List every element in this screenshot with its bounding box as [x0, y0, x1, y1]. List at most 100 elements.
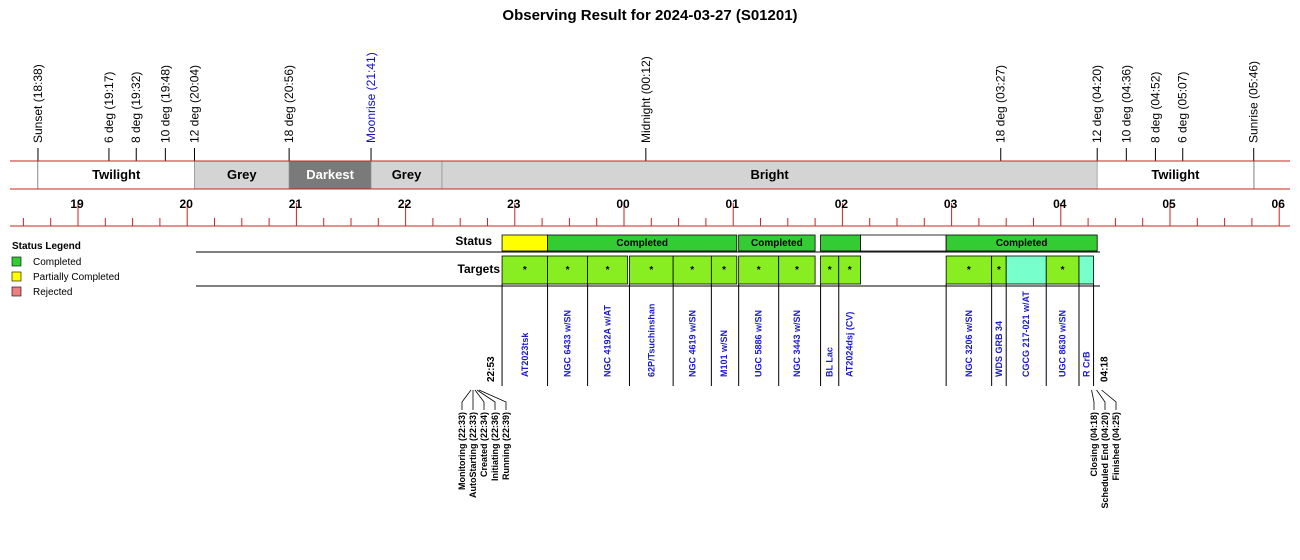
- target-name-ugc-8630-w-sn: UGC 8630 w/SN: [1058, 310, 1068, 377]
- target-mark-5: *: [722, 265, 726, 276]
- chart-title: Observing Result for 2024-03-27 (S01201): [502, 7, 797, 24]
- legend-title: Status Legend: [12, 241, 81, 252]
- hour-label-21: 21: [289, 197, 303, 211]
- end-time-label: 04:18: [1100, 356, 1111, 382]
- event-label-10-deg-04-36: 10 deg (04:36): [1119, 65, 1133, 143]
- event-label-18-deg-20-56: 18 deg (20:56): [282, 65, 296, 143]
- status-segment-label-2: Completed: [751, 238, 803, 249]
- legend-label-rejected: Rejected: [33, 287, 72, 298]
- target-name-ngc-3206-w-sn: NGC 3206 w/SN: [964, 310, 974, 377]
- target-block-62p-tsuchinshan: [629, 255, 674, 285]
- target-name-bl-lac: BL Lac: [825, 347, 835, 377]
- status-segment-2: [738, 234, 816, 252]
- status-segment-0: [501, 234, 548, 252]
- target-name-ngc-3443-w-sn: NGC 3443 w/SN: [792, 310, 802, 377]
- band-bright-4: [441, 160, 1098, 190]
- end-step-connector-2: [1101, 389, 1117, 410]
- target-mark-10: *: [967, 265, 971, 276]
- event-label-sunset-18-38: Sunset (18:38): [31, 64, 45, 143]
- target-mark-0: *: [523, 265, 527, 276]
- start-step-created-22-34: Created (22:34): [479, 412, 489, 477]
- target-mark-7: *: [795, 265, 799, 276]
- hour-label-03: 03: [944, 197, 958, 211]
- target-block-ngc-3206-w-sn: [945, 255, 993, 285]
- status-segment-5: [945, 234, 1098, 252]
- target-mark-9: *: [848, 265, 852, 276]
- target-block-ngc-3443-w-sn: [778, 255, 816, 285]
- hour-label-00: 00: [616, 197, 630, 211]
- hour-label-06: 06: [1272, 197, 1286, 211]
- target-block-at2024dsj-cv: [838, 255, 862, 285]
- start-step-monitoring-22-33: Monitoring (22:33): [457, 412, 467, 490]
- band-grey-3: [370, 160, 443, 190]
- sky-bands: Twilight Grey Darkest Grey Bright Twilight: [10, 160, 1290, 190]
- target-name-at2023tsk: AT2023tsk: [520, 332, 530, 377]
- event-label-6-deg-05-07: 6 deg (05:07): [1176, 72, 1190, 143]
- legend-label-partially-completed: Partially Completed: [33, 272, 120, 283]
- band-label-grey-1: Grey: [227, 167, 257, 182]
- legend-swatch-rejected: [11, 286, 22, 297]
- target-mark-6: *: [757, 265, 761, 276]
- band-label-grey-3: Grey: [392, 167, 422, 182]
- legend-swatch-completed: [11, 256, 22, 267]
- target-block-ngc-4192a-w-at: [587, 255, 629, 285]
- target-block-m101-w-sn: [710, 255, 738, 285]
- end-step-closing-04-18: Closing (04:18): [1089, 412, 1099, 477]
- target-block-ngc-4619-w-sn: [672, 255, 712, 285]
- status-segment-4: [860, 234, 947, 252]
- target-mark-11: *: [997, 265, 1001, 276]
- time-axis: 19 20 21 22 23 00 01 02 03 04 05 06: [10, 197, 1290, 227]
- end-step-connector-0: [1091, 389, 1095, 410]
- event-label-moonrise-21-41: Moonrise (21:41): [364, 52, 378, 143]
- target-name-r-crb: R CrB: [1081, 351, 1091, 377]
- target-name-ugc-5886-w-sn: UGC 5886 w/SN: [754, 310, 764, 377]
- start-step-running-22-39: Running (22:39): [501, 412, 511, 480]
- band-label-twilight-0: Twilight: [92, 167, 141, 182]
- status-segment-1: [547, 234, 738, 252]
- band-twilight-5: [1096, 160, 1255, 190]
- event-label-8-deg-19-32: 8 deg (19:32): [129, 72, 143, 143]
- status-segment-label-5: Completed: [996, 238, 1048, 249]
- target-mark-13: *: [1061, 265, 1065, 276]
- hour-label-01: 01: [726, 197, 740, 211]
- legend-label-completed: Completed: [33, 257, 81, 268]
- hour-label-20: 20: [180, 197, 194, 211]
- event-label-6-deg-19-17: 6 deg (19:17): [102, 72, 116, 143]
- target-block-ngc-6433-w-sn: [547, 255, 588, 285]
- hour-label-22: 22: [398, 197, 412, 211]
- start-step-autostarting-22-33: AutoStarting (22:33): [468, 412, 478, 498]
- event-label-12-deg-20-04: 12 deg (20:04): [187, 65, 201, 143]
- target-name-at2024dsj-cv: AT2024dsj (CV): [845, 312, 855, 377]
- target-mark-8: *: [828, 265, 832, 276]
- event-label-8-deg-04-52: 8 deg (04:52): [1148, 72, 1162, 143]
- target-block-at2023tsk: [501, 255, 548, 285]
- hour-label-05: 05: [1162, 197, 1176, 211]
- target-block-r-crb: [1078, 255, 1094, 285]
- event-labels: Sunset (18:38) 6 deg (19:17) 8 deg (19:32)…: [31, 52, 1261, 189]
- band-label-bright-4: Bright: [750, 167, 789, 182]
- start-step-connector-4: [478, 389, 507, 410]
- target-mark-3: *: [649, 265, 653, 276]
- hour-label-23: 23: [507, 197, 521, 211]
- event-label-18-deg-03-27: 18 deg (03:27): [994, 65, 1008, 143]
- targets-row: Targets * AT2023tsk * NGC 6433 w/SN * NGC 4192…: [196, 255, 1100, 386]
- band-label-darkest-2: Darkest: [306, 167, 354, 182]
- hour-label-04: 04: [1053, 197, 1067, 211]
- event-label-sunrise-05-46: Sunrise (05:46): [1247, 61, 1261, 143]
- start-step-initiating-22-36: Initiating (22:36): [490, 412, 500, 481]
- process-steps: 22:53 04:18 Monitoring (22:33) AutoStarting…: [457, 356, 1121, 509]
- status-row: Status Completed Completed Completed: [196, 234, 1100, 253]
- legend-swatch-partially-completed: [11, 271, 22, 282]
- event-label-12-deg-04-20: 12 deg (04:20): [1090, 65, 1104, 143]
- target-block-cgcg-217-021-w-at: [1005, 255, 1047, 285]
- target-name-cgcg-217-021-w-at: CGCG 217-021 w/AT: [1021, 291, 1031, 377]
- start-step-connector-0: [461, 389, 472, 410]
- end-step-scheduled-end-04-20: Scheduled End (04:20): [1100, 412, 1110, 509]
- target-name-m101-w-sn: M101 w/SN: [719, 330, 729, 377]
- target-mark-4: *: [690, 265, 694, 276]
- status-row-label: Status: [455, 234, 492, 248]
- end-step-connector-1: [1096, 389, 1106, 410]
- target-mark-2: *: [606, 265, 610, 276]
- target-mark-1: *: [566, 265, 570, 276]
